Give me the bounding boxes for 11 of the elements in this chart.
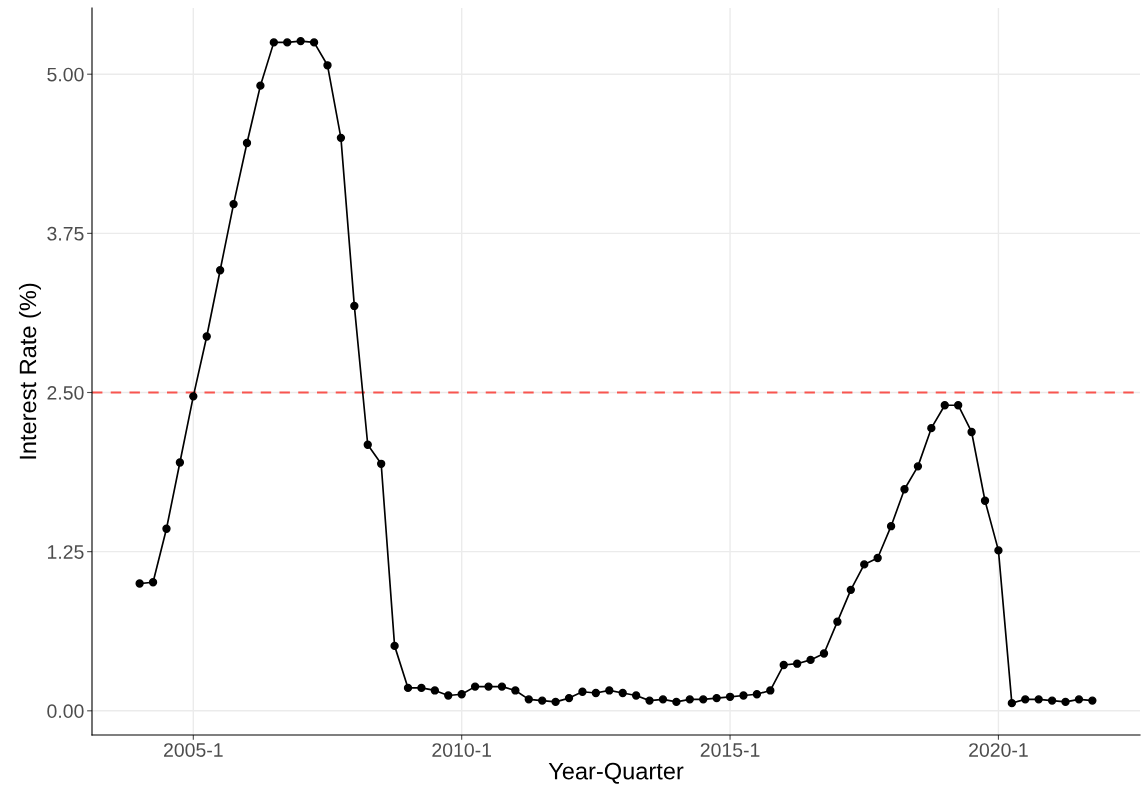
x-tick-label: 2005-1 (164, 743, 223, 757)
x-tick-label: 2015-1 (700, 743, 760, 757)
y-axis-title: Interest Rate (%) (18, 283, 41, 459)
y-tick-label: 5.00 (47, 67, 84, 82)
x-tick-label: 2010-1 (432, 743, 492, 757)
y-tick-label: 2.50 (47, 385, 84, 400)
y-tick-label: 1.25 (48, 545, 84, 559)
x-tick-label: 2020-1 (969, 743, 1028, 757)
y-tick-label: 3.75 (47, 226, 84, 241)
x-axis-title: Year-Quarter (548, 762, 684, 784)
y-tick-label: 0.00 (47, 704, 84, 719)
